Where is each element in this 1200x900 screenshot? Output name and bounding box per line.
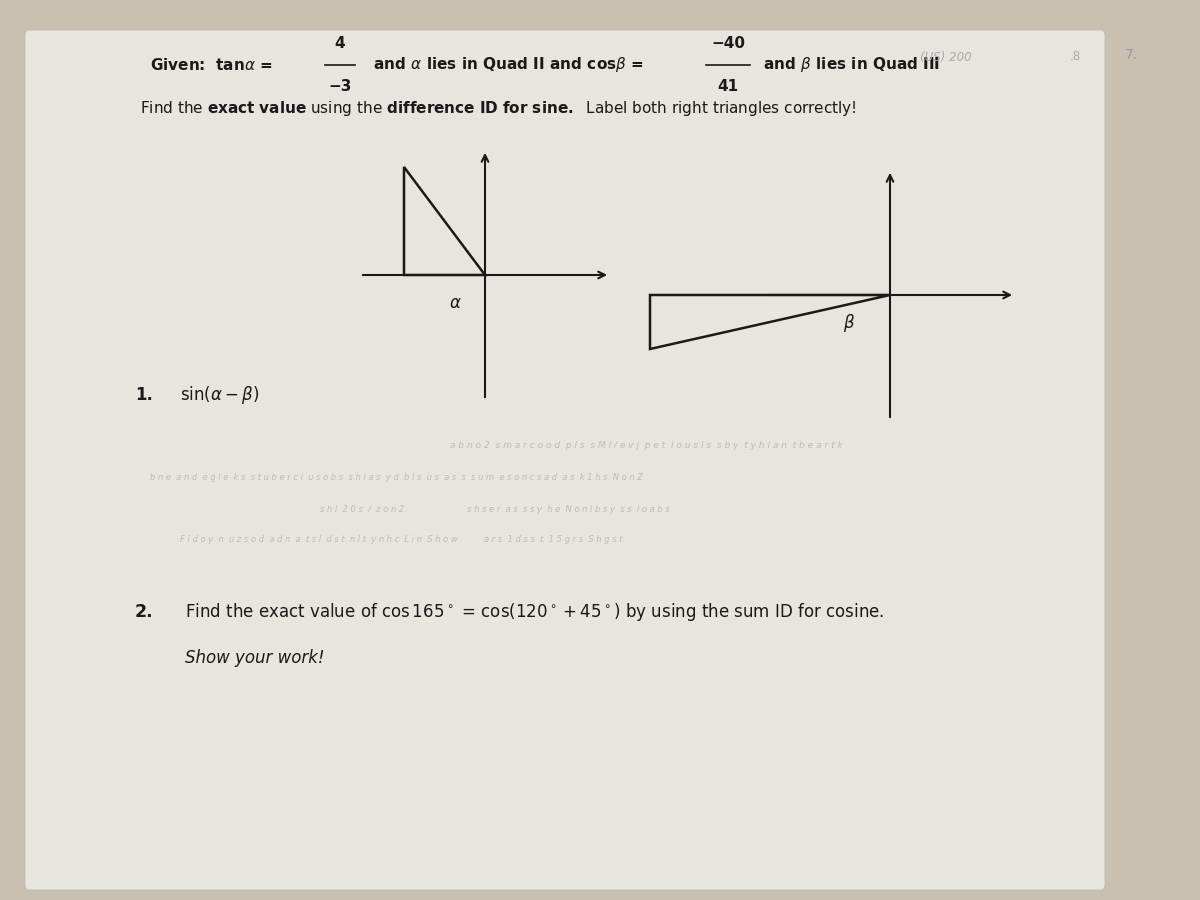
Text: 2.: 2. [134,603,154,621]
Text: 41: 41 [718,78,738,94]
Text: and $\beta$ lies in Quad III: and $\beta$ lies in Quad III [758,56,941,75]
Text: 4: 4 [335,37,346,51]
Text: .8: .8 [1070,50,1081,64]
FancyBboxPatch shape [25,30,1105,890]
Text: sin$(\alpha - \beta)$: sin$(\alpha - \beta)$ [180,384,259,406]
Text: and $\alpha$ lies in Quad II and cos$\beta$ =: and $\alpha$ lies in Quad II and cos$\be… [368,56,643,75]
Text: α: α [450,294,461,312]
Text: Show your work!: Show your work! [185,649,324,667]
Text: s h l  2 0 s  /  z o n 2                        s h s e r  a s  s s y  h e  N o : s h l 2 0 s / z o n 2 s h s e r a s s s … [320,506,670,515]
Text: Given:  tan$\alpha$ =: Given: tan$\alpha$ = [150,57,272,73]
Text: 7.: 7. [1126,48,1138,62]
Text: (US) 200: (US) 200 [920,50,972,64]
Text: F i d o y  n  u z s o d  a d n  a  t s l  d s t  n l t  y n h c  L i n  S h o w : F i d o y n u z s o d a d n a t s l d s … [180,536,623,544]
Text: −40: −40 [710,37,745,51]
Text: Find the exact value of cos$\,$165$^\circ$ = cos$(120^\circ + 45^\circ)$ by usin: Find the exact value of cos$\,$165$^\cir… [185,601,884,623]
Text: b n e  a n d  e g l e  k s  s t u b e r c i  u s o b s  s h l a s  y d  b l s  u: b n e a n d e g l e k s s t u b e r c i … [150,473,643,482]
Text: a b n o 2  s m a r c o o d  p l s  s M l / e v j  p e t  l o u s l s  s b y  t y: a b n o 2 s m a r c o o d p l s s M l / … [450,440,842,449]
Text: 1.: 1. [134,386,152,404]
Text: β: β [842,314,853,332]
Text: Find the $\mathbf{exact\ value}$ using the $\mathbf{difference\ ID\ for\ sine.}$: Find the $\mathbf{exact\ value}$ using t… [140,98,857,118]
Text: −3: −3 [329,78,352,94]
